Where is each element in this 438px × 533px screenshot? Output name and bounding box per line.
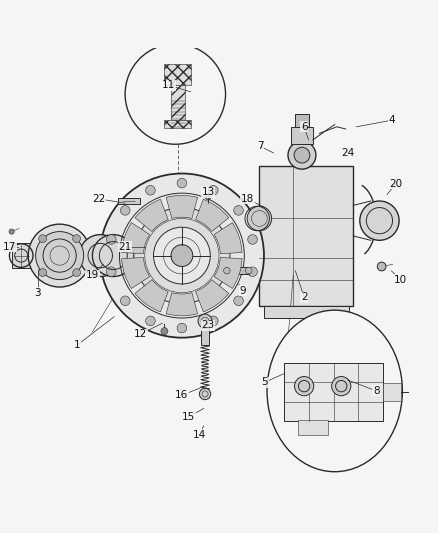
Circle shape [208,185,218,195]
Bar [201,328,209,345]
Text: 17: 17 [3,242,16,252]
Text: 8: 8 [373,386,379,396]
Text: 1: 1 [74,340,81,350]
Circle shape [120,206,130,215]
Text: 2: 2 [301,292,307,302]
Circle shape [134,207,230,304]
Text: 19: 19 [86,270,99,280]
Text: 5: 5 [261,377,268,387]
Circle shape [39,235,46,243]
Circle shape [9,229,14,234]
Circle shape [248,235,258,244]
Text: 6: 6 [301,122,307,132]
Text: 22: 22 [92,194,106,204]
Bar [164,120,191,128]
Bar [297,420,328,434]
Bar [295,114,308,127]
Circle shape [153,227,210,284]
Circle shape [205,193,211,200]
Bar [291,127,313,144]
Bar [259,166,353,306]
Circle shape [234,296,244,305]
Text: 14: 14 [193,430,206,440]
Text: 23: 23 [201,320,215,330]
Wedge shape [214,223,242,254]
Text: 4: 4 [388,115,395,125]
Bar [285,362,383,422]
Circle shape [245,268,252,274]
Circle shape [120,296,130,305]
Circle shape [177,179,187,188]
Circle shape [92,235,134,277]
Text: 12: 12 [134,329,147,339]
Wedge shape [135,280,168,312]
Circle shape [234,206,244,215]
Text: 3: 3 [35,288,41,298]
Text: 21: 21 [119,242,132,252]
Circle shape [223,268,230,274]
Circle shape [28,224,91,287]
Bar [118,198,141,204]
Text: 11: 11 [162,80,175,90]
Circle shape [146,185,155,195]
Circle shape [161,328,168,335]
Circle shape [294,376,314,395]
Wedge shape [196,199,229,231]
Circle shape [248,267,258,277]
Text: 15: 15 [182,412,195,422]
Wedge shape [196,280,229,312]
Text: 10: 10 [394,274,407,285]
Circle shape [171,245,193,266]
Circle shape [294,147,310,163]
Circle shape [106,267,116,277]
Bar [12,244,77,268]
Text: 20: 20 [389,179,403,189]
Circle shape [73,235,81,243]
Text: 9: 9 [240,286,246,295]
Wedge shape [214,257,242,288]
Circle shape [247,206,272,231]
Circle shape [100,174,264,338]
Circle shape [177,323,187,333]
Bar [264,306,349,318]
Circle shape [146,316,155,326]
Text: 13: 13 [201,187,215,197]
Circle shape [73,269,81,277]
Circle shape [208,316,218,326]
Wedge shape [166,195,198,219]
Bar [164,64,191,85]
Circle shape [79,235,121,277]
Circle shape [377,262,386,271]
Circle shape [35,231,84,280]
Wedge shape [135,199,168,231]
Bar [170,85,184,120]
Text: 24: 24 [341,148,354,158]
Circle shape [106,235,116,244]
Circle shape [288,141,316,169]
Circle shape [332,376,351,395]
Wedge shape [166,293,198,316]
Ellipse shape [267,310,403,472]
Text: 16: 16 [175,390,188,400]
Circle shape [360,201,399,240]
Wedge shape [122,223,150,254]
Text: 18: 18 [241,194,254,204]
Bar [227,268,249,274]
Circle shape [198,314,212,328]
Bar [383,383,401,401]
Circle shape [39,269,46,277]
Text: 7: 7 [257,141,264,151]
Circle shape [199,389,211,400]
Wedge shape [122,257,150,288]
